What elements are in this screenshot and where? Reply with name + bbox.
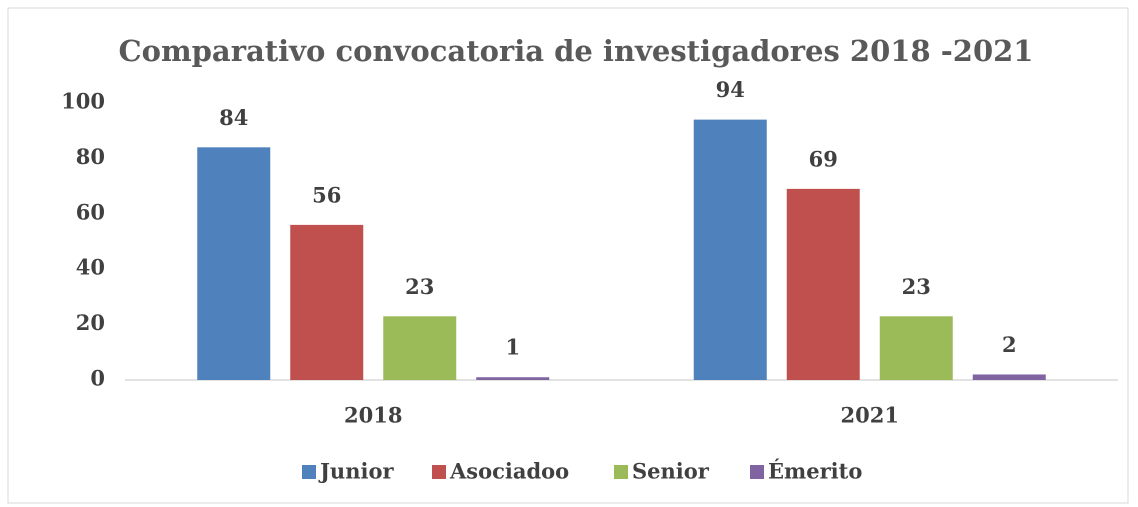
y-tick-label: 0	[90, 366, 105, 391]
data-label: 56	[312, 182, 341, 207]
data-label: 2	[1002, 332, 1017, 357]
data-label: 23	[902, 274, 931, 299]
bar	[290, 224, 364, 380]
data-label: 84	[219, 105, 248, 130]
bar	[786, 188, 860, 380]
chart-border	[7, 7, 1129, 504]
data-label: 1	[505, 335, 520, 360]
data-label: 23	[405, 274, 434, 299]
data-label: 94	[716, 77, 745, 102]
legend-swatch	[432, 465, 446, 479]
data-label: 69	[809, 146, 838, 171]
legend-swatch	[750, 465, 764, 479]
y-tick-label: 80	[76, 144, 105, 169]
bar	[383, 316, 457, 380]
legend-swatch	[614, 465, 628, 479]
x-tick-label: 2018	[344, 403, 402, 428]
legend-label: Junior	[318, 459, 394, 484]
bar	[476, 377, 550, 380]
chart-title: Comparativo convocatoria de investigador…	[119, 34, 1034, 68]
bar	[879, 316, 953, 380]
y-tick-label: 60	[76, 199, 105, 224]
y-tick-label: 40	[76, 255, 105, 280]
legend-label: Émerito	[768, 459, 862, 484]
legend-label: Asociadoo	[449, 459, 569, 484]
bar	[693, 119, 767, 381]
bar	[972, 374, 1046, 380]
legend-label: Senior	[632, 459, 710, 484]
x-tick-label: 2021	[841, 403, 899, 428]
bar	[197, 147, 271, 380]
y-tick-label: 20	[76, 310, 105, 335]
y-tick-label: 100	[61, 89, 105, 114]
legend-swatch	[302, 465, 316, 479]
